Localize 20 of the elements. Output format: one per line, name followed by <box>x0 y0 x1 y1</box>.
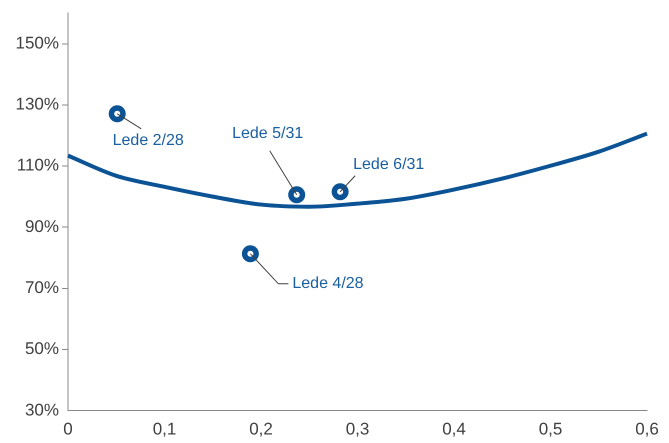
y-tick-label: 110% <box>16 156 59 175</box>
point <box>242 245 259 262</box>
annotation: Lede 2/28 <box>112 132 184 150</box>
y-tick-label: 70% <box>24 278 59 298</box>
y-tick-label: 150% <box>16 33 59 52</box>
annotation: Lede 4/28 <box>292 275 364 292</box>
annotation: Lede 5/31 <box>232 125 304 142</box>
y-tick-label: 130% <box>16 94 59 114</box>
x-tick-label: 0,6 <box>635 419 659 438</box>
x-tick-label: 0,2 <box>249 419 273 438</box>
x-tick-label: 0,5 <box>538 419 562 438</box>
x-tick-label: 0,1 <box>152 419 176 438</box>
y-tick-label: 90% <box>24 216 59 236</box>
point <box>332 183 349 200</box>
x-tick-label: 0,4 <box>442 419 466 438</box>
y-tick-label: 30% <box>24 400 59 420</box>
annotation: Lede 6/31 <box>353 156 424 174</box>
y-tick-label: 50% <box>24 339 59 358</box>
x-tick-label: 0,3 <box>346 419 370 438</box>
x-tick-label: 0 <box>63 419 73 438</box>
